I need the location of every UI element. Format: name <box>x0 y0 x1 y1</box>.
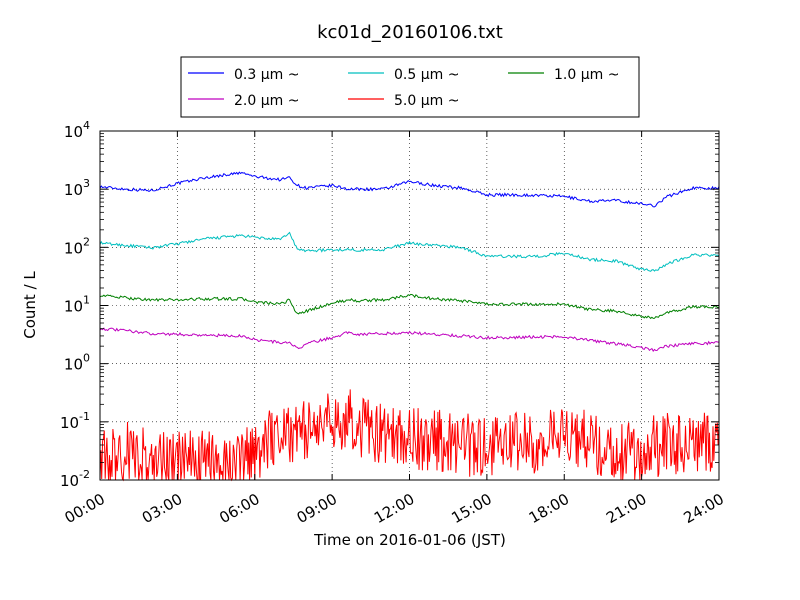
series-line <box>99 171 720 208</box>
x-tick-label: 09:00 <box>294 490 340 527</box>
y-tick-label: 101 <box>64 294 90 316</box>
y-tick-label: 103 <box>64 177 90 199</box>
x-tick-label: 15:00 <box>448 490 494 527</box>
legend-label: 1.0 μm ~ <box>554 67 619 83</box>
x-tick-label: 21:00 <box>603 490 649 527</box>
legend-box <box>180 56 640 118</box>
y-tick-label: 10-1 <box>60 410 90 432</box>
x-tick-label: 18:00 <box>526 490 572 527</box>
y-tick-label: 104 <box>64 119 90 141</box>
y-tick-label: 100 <box>64 352 90 374</box>
series-line <box>99 327 720 353</box>
y-tick-label: 102 <box>64 235 90 257</box>
plot-data <box>99 171 720 482</box>
legend-label: 0.5 μm ~ <box>394 67 459 83</box>
chart-title: kc01d_20160106.txt <box>317 22 503 43</box>
legend-label: 2.0 μm ~ <box>234 93 299 109</box>
x-tick-label: 03:00 <box>139 490 185 527</box>
legend-label: 5.0 μm ~ <box>394 93 459 109</box>
x-tick-label: 00:00 <box>62 490 108 527</box>
legend: 0.3 μm ~ 0.5 μm ~ 1.0 μm ~ 2.0 μm ~ 5.0 μm ~ <box>180 56 640 118</box>
x-tick-label: 12:00 <box>371 490 417 527</box>
ticks: 00:00 03:00 06:00 09:00 12:00 15:00 18:00 21:00… <box>60 119 727 527</box>
y-tick-label: 10-2 <box>60 468 90 490</box>
x-tick-label: 06:00 <box>216 490 262 527</box>
x-axis-label: Time on 2016-01-06 (JST) <box>313 531 506 549</box>
series-line <box>99 293 720 320</box>
x-tick-label: 24:00 <box>681 490 727 527</box>
y-axis-label: Count / L <box>21 271 39 339</box>
legend-label: 0.3 μm ~ <box>234 67 299 83</box>
series-line <box>99 389 720 482</box>
series-line <box>99 231 720 272</box>
